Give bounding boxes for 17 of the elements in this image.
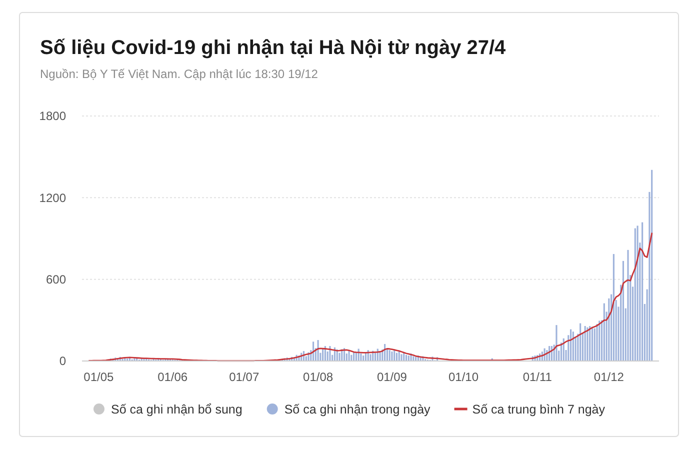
x-tick-label: 01/06	[158, 370, 188, 384]
x-tick-label: 01/12	[594, 370, 624, 384]
x-tick-label: 01/07	[229, 370, 260, 384]
x-tick-label: 01/08	[303, 370, 334, 384]
y-tick-label: 600	[46, 272, 66, 287]
chart-title: Số liệu Covid-19 ghi nhận tại Hà Nội từ ngày 27/4	[40, 37, 507, 59]
x-tick-label: 01/09	[376, 370, 408, 384]
x-tick-label: 01/11	[522, 370, 552, 384]
x-tick-label: 01/05	[84, 370, 114, 384]
y-tick-label: 1800	[39, 109, 66, 124]
legend-label: Số ca ghi nhận trong ngày	[284, 402, 432, 416]
x-tick-label: 01/10	[448, 370, 479, 384]
y-tick-label: 0	[59, 354, 66, 368]
legend-label: Số ca ghi nhận bổ sung	[110, 402, 242, 416]
legend-label: Số ca trung bình 7 ngày	[472, 402, 606, 416]
y-tick-label: 1200	[39, 190, 66, 205]
chart-subtitle: Nguồn: Bộ Y Tế Việt Nam. Cập nhật lúc 18:30 19/12	[40, 67, 318, 81]
